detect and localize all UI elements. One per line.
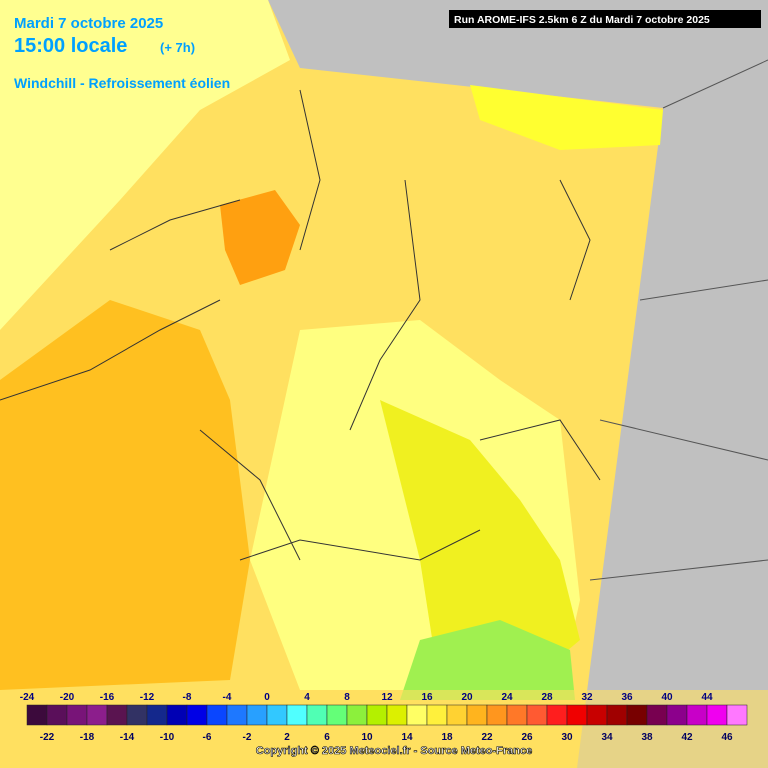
legend-swatch — [586, 704, 608, 726]
run-box — [449, 10, 761, 28]
legend-label: -22 — [40, 732, 55, 743]
legend-label: -6 — [203, 732, 212, 743]
legend-label: 34 — [601, 732, 613, 743]
legend-swatch — [526, 704, 548, 726]
legend-swatch — [106, 704, 128, 726]
legend-label: -20 — [60, 692, 75, 703]
legend-label: -18 — [80, 732, 95, 743]
legend-swatch — [286, 704, 308, 726]
legend-swatch — [126, 704, 148, 726]
legend-swatch — [506, 704, 528, 726]
legend-swatch — [146, 704, 168, 726]
legend-label: 0 — [264, 692, 270, 703]
date: Mardi 7 octobre 2025 — [14, 15, 163, 32]
legend-label: 26 — [521, 732, 533, 743]
legend-label: 18 — [441, 732, 453, 743]
legend-label: -24 — [20, 692, 35, 703]
legend-label: 36 — [621, 692, 633, 703]
legend-label: 10 — [361, 732, 373, 743]
legend-label: 2 — [284, 732, 290, 743]
legend-label: 44 — [701, 692, 713, 703]
time: 15:00 locale — [14, 35, 127, 57]
legend-swatch — [686, 704, 708, 726]
offset: (+ 7h) — [160, 40, 195, 55]
legend-label: 32 — [581, 692, 593, 703]
legend-swatch — [266, 704, 288, 726]
legend-swatch — [206, 704, 228, 726]
legend-swatch — [406, 704, 428, 726]
legend-label: 28 — [541, 692, 553, 703]
legend-label: -2 — [243, 732, 252, 743]
legend-swatch — [606, 704, 628, 726]
run-info: Run AROME-IFS 2.5km 6 Z du Mardi 7 octob… — [454, 14, 710, 26]
legend-swatch — [666, 704, 688, 726]
legend-label: 6 — [324, 732, 330, 743]
legend-swatch — [346, 704, 368, 726]
legend-swatch — [86, 704, 108, 726]
legend: -24-22-20-18-16-14-12-10-8-6-4-202468101… — [20, 692, 748, 743]
legend-label: 46 — [721, 732, 733, 743]
legend-swatch — [706, 704, 728, 726]
legend-label: 22 — [481, 732, 493, 743]
legend-swatch — [246, 704, 268, 726]
legend-swatch — [366, 704, 388, 726]
legend-label: -16 — [100, 692, 115, 703]
legend-label: -14 — [120, 732, 135, 743]
legend-swatch — [226, 704, 248, 726]
legend-swatch — [626, 704, 648, 726]
legend-swatch — [386, 704, 408, 726]
legend-label: 4 — [304, 692, 310, 703]
legend-swatch — [446, 704, 468, 726]
legend-swatch — [326, 704, 348, 726]
legend-label: 14 — [401, 732, 413, 743]
legend-label: 12 — [381, 692, 393, 703]
legend-swatch — [186, 704, 208, 726]
copyright: Copyright © 2025 Meteociel.fr - Source M… — [256, 745, 532, 757]
legend-swatch — [66, 704, 88, 726]
legend-swatch — [46, 704, 68, 726]
legend-swatch — [486, 704, 508, 726]
legend-swatch — [646, 704, 668, 726]
parameter: Windchill - Refroissement éolien — [14, 75, 230, 91]
legend-label: 20 — [461, 692, 473, 703]
legend-swatch — [466, 704, 488, 726]
legend-swatch — [726, 704, 748, 726]
legend-label: 30 — [561, 732, 573, 743]
legend-label: -8 — [183, 692, 192, 703]
legend-label: 38 — [641, 732, 653, 743]
legend-swatch — [306, 704, 328, 726]
legend-label: 16 — [421, 692, 433, 703]
legend-label: 40 — [661, 692, 673, 703]
legend-label: 42 — [681, 732, 693, 743]
legend-swatch — [26, 704, 48, 726]
legend-swatch — [546, 704, 568, 726]
legend-label: -10 — [160, 732, 175, 743]
legend-label: 8 — [344, 692, 350, 703]
legend-label: -12 — [140, 692, 155, 703]
legend-label: 24 — [501, 692, 513, 703]
legend-swatch — [566, 704, 588, 726]
legend-swatch — [166, 704, 188, 726]
legend-swatch — [426, 704, 448, 726]
legend-label: -4 — [223, 692, 232, 703]
